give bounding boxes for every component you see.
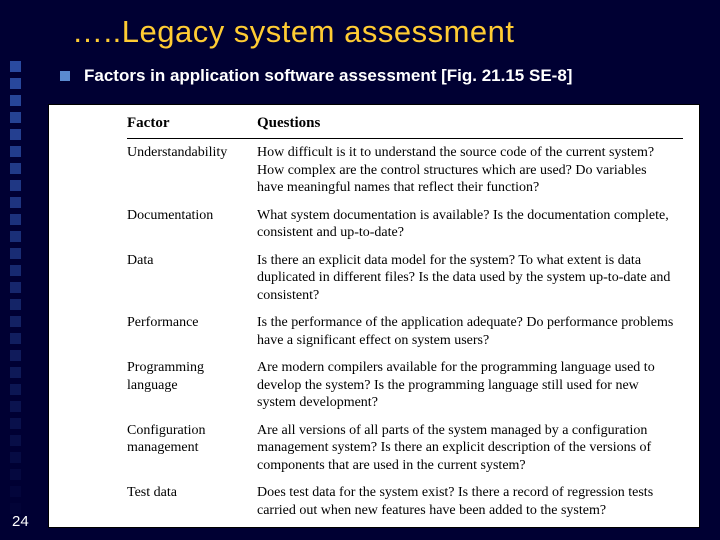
- slide-number: 24: [12, 513, 29, 530]
- strip-square: [10, 316, 21, 327]
- factors-table-body: UnderstandabilityHow difficult is it to …: [127, 139, 683, 529]
- questions-cell: Is the performance of the application ad…: [257, 309, 683, 354]
- strip-square: [10, 486, 21, 497]
- strip-square: [10, 367, 21, 378]
- strip-square: [10, 112, 21, 123]
- strip-square: [10, 401, 21, 412]
- strip-square: [10, 418, 21, 429]
- bullet-text: Factors in application software assessme…: [84, 66, 572, 86]
- strip-square: [10, 129, 21, 140]
- factor-cell: Understandability: [127, 139, 257, 202]
- factor-cell: Personnel skills: [127, 524, 257, 528]
- factor-cell: Test data: [127, 479, 257, 524]
- bullet-row: Factors in application software assessme…: [60, 66, 572, 86]
- strip-square: [10, 282, 21, 293]
- questions-cell: Are all versions of all parts of the sys…: [257, 417, 683, 480]
- questions-cell: Are modern compilers available for the p…: [257, 354, 683, 417]
- strip-square: [10, 350, 21, 361]
- strip-square: [10, 78, 21, 89]
- strip-square: [10, 146, 21, 157]
- strip-square: [10, 248, 21, 259]
- decorative-left-strip: [0, 0, 28, 540]
- questions-cell: Are there people available who have the …: [257, 524, 683, 528]
- strip-square: [10, 469, 21, 480]
- col-header-questions: Questions: [257, 111, 683, 139]
- col-header-factor: Factor: [127, 111, 257, 139]
- strip-square: [10, 452, 21, 463]
- strip-square: [10, 435, 21, 446]
- table-row: Test dataDoes test data for the system e…: [127, 479, 683, 524]
- factor-cell: Documentation: [127, 202, 257, 247]
- strip-square: [10, 299, 21, 310]
- strip-square: [10, 214, 21, 225]
- factors-table: Factor Questions UnderstandabilityHow di…: [127, 111, 683, 528]
- table-row: PerformanceIs the performance of the app…: [127, 309, 683, 354]
- factor-cell: Data: [127, 247, 257, 310]
- table-row: DataIs there an explicit data model for …: [127, 247, 683, 310]
- table-row: Configuration managementAre all versions…: [127, 417, 683, 480]
- factor-cell: Performance: [127, 309, 257, 354]
- strip-square: [10, 95, 21, 106]
- questions-cell: Is there an explicit data model for the …: [257, 247, 683, 310]
- factors-table-container: Factor Questions UnderstandabilityHow di…: [48, 104, 700, 528]
- table-row: Programming languageAre modern compilers…: [127, 354, 683, 417]
- table-row: UnderstandabilityHow difficult is it to …: [127, 139, 683, 202]
- factor-cell: Configuration management: [127, 417, 257, 480]
- strip-square: [10, 163, 21, 174]
- factor-cell: Programming language: [127, 354, 257, 417]
- strip-square: [10, 384, 21, 395]
- questions-cell: What system documentation is available? …: [257, 202, 683, 247]
- bullet-icon: [60, 71, 70, 81]
- slide-title: …..Legacy system assessment: [72, 14, 515, 50]
- questions-cell: Does test data for the system exist? Is …: [257, 479, 683, 524]
- questions-cell: How difficult is it to understand the so…: [257, 139, 683, 202]
- strip-square: [10, 197, 21, 208]
- table-row: DocumentationWhat system documentation i…: [127, 202, 683, 247]
- strip-square: [10, 231, 21, 242]
- strip-square: [10, 265, 21, 276]
- strip-square: [10, 61, 21, 72]
- strip-square: [10, 333, 21, 344]
- strip-square: [10, 180, 21, 191]
- table-row: Personnel skillsAre there people availab…: [127, 524, 683, 528]
